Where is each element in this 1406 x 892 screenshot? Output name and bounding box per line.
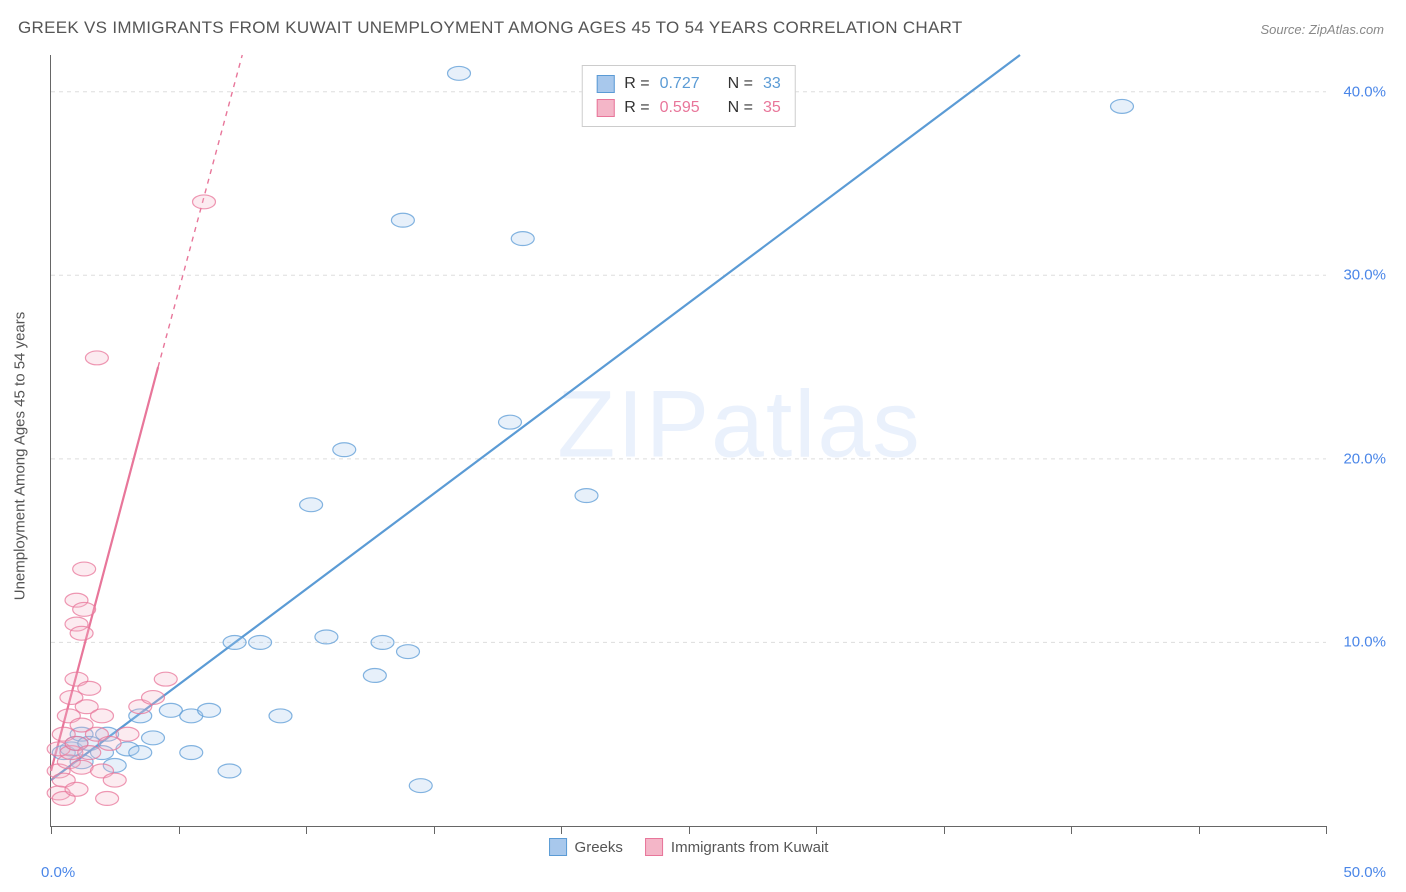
swatch-greeks xyxy=(596,75,614,93)
y-axis-label: Unemployment Among Ages 45 to 54 years xyxy=(12,312,29,601)
data-point xyxy=(73,562,96,576)
data-point xyxy=(300,498,323,512)
x-tick xyxy=(1199,826,1200,834)
stats-legend-box: R = 0.727 N = 33 R = 0.595 N = 35 xyxy=(581,65,796,127)
data-point xyxy=(363,669,386,683)
data-point xyxy=(159,703,182,717)
x-tick xyxy=(1326,826,1327,834)
x-tick xyxy=(434,826,435,834)
x-tick xyxy=(51,826,52,834)
swatch-greeks xyxy=(549,838,567,856)
data-point xyxy=(223,635,246,649)
r-value-greeks: 0.727 xyxy=(660,72,700,96)
n-label: N = xyxy=(728,96,753,120)
data-point xyxy=(391,213,414,227)
x-tick-label-max: 50.0% xyxy=(1343,864,1386,881)
data-point xyxy=(218,764,241,778)
data-point xyxy=(371,635,394,649)
data-point xyxy=(333,443,356,457)
x-tick xyxy=(816,826,817,834)
data-point xyxy=(142,691,165,705)
x-tick xyxy=(944,826,945,834)
data-point xyxy=(142,731,165,745)
x-tick xyxy=(306,826,307,834)
stats-row-greeks: R = 0.727 N = 33 xyxy=(596,72,781,96)
y-tick-label: 10.0% xyxy=(1331,634,1386,651)
data-point xyxy=(65,782,88,796)
data-point xyxy=(180,746,203,760)
legend-item-greeks: Greeks xyxy=(549,838,623,856)
data-point xyxy=(154,672,177,686)
x-tick xyxy=(1071,826,1072,834)
data-point xyxy=(397,645,420,659)
bottom-legend: Greeks Immigrants from Kuwait xyxy=(549,838,829,856)
data-point xyxy=(116,727,139,741)
data-point xyxy=(129,746,152,760)
swatch-kuwait xyxy=(596,99,614,117)
n-value-kuwait: 35 xyxy=(763,96,781,120)
plot-svg xyxy=(51,55,1326,826)
legend-item-kuwait: Immigrants from Kuwait xyxy=(645,838,829,856)
swatch-kuwait xyxy=(645,838,663,856)
data-point xyxy=(448,66,471,80)
x-tick xyxy=(689,826,690,834)
data-point xyxy=(249,635,272,649)
data-point xyxy=(499,415,522,429)
data-point xyxy=(269,709,292,723)
x-tick xyxy=(561,826,562,834)
data-point xyxy=(575,489,598,503)
r-value-kuwait: 0.595 xyxy=(660,96,700,120)
r-label: R = xyxy=(624,96,649,120)
data-point xyxy=(198,703,221,717)
data-point xyxy=(70,760,93,774)
n-value-greeks: 33 xyxy=(763,72,781,96)
data-point xyxy=(409,779,432,793)
data-point xyxy=(70,626,93,640)
legend-label-greeks: Greeks xyxy=(575,839,623,856)
data-point xyxy=(78,681,101,695)
data-point xyxy=(193,195,216,209)
data-point xyxy=(78,746,101,760)
plot-area: ZIPatlas 10.0%20.0%30.0%40.0% 0.0% 50.0%… xyxy=(50,55,1326,827)
y-tick-label: 30.0% xyxy=(1331,267,1386,284)
r-label: R = xyxy=(624,72,649,96)
legend-label-kuwait: Immigrants from Kuwait xyxy=(671,839,829,856)
data-point xyxy=(73,602,96,616)
data-point xyxy=(96,792,119,806)
data-point xyxy=(85,351,108,365)
source-attribution: Source: ZipAtlas.com xyxy=(1260,22,1384,37)
chart-container: Unemployment Among Ages 45 to 54 years Z… xyxy=(50,55,1386,857)
x-tick-label-min: 0.0% xyxy=(41,864,75,881)
chart-title: GREEK VS IMMIGRANTS FROM KUWAIT UNEMPLOY… xyxy=(18,18,963,38)
data-point xyxy=(315,630,338,644)
data-point xyxy=(511,232,534,246)
n-label: N = xyxy=(728,72,753,96)
stats-row-kuwait: R = 0.595 N = 35 xyxy=(596,96,781,120)
y-tick-label: 40.0% xyxy=(1331,83,1386,100)
x-tick xyxy=(179,826,180,834)
data-point xyxy=(103,773,126,787)
y-tick-label: 20.0% xyxy=(1331,450,1386,467)
data-point xyxy=(91,709,114,723)
data-point xyxy=(1111,99,1134,113)
